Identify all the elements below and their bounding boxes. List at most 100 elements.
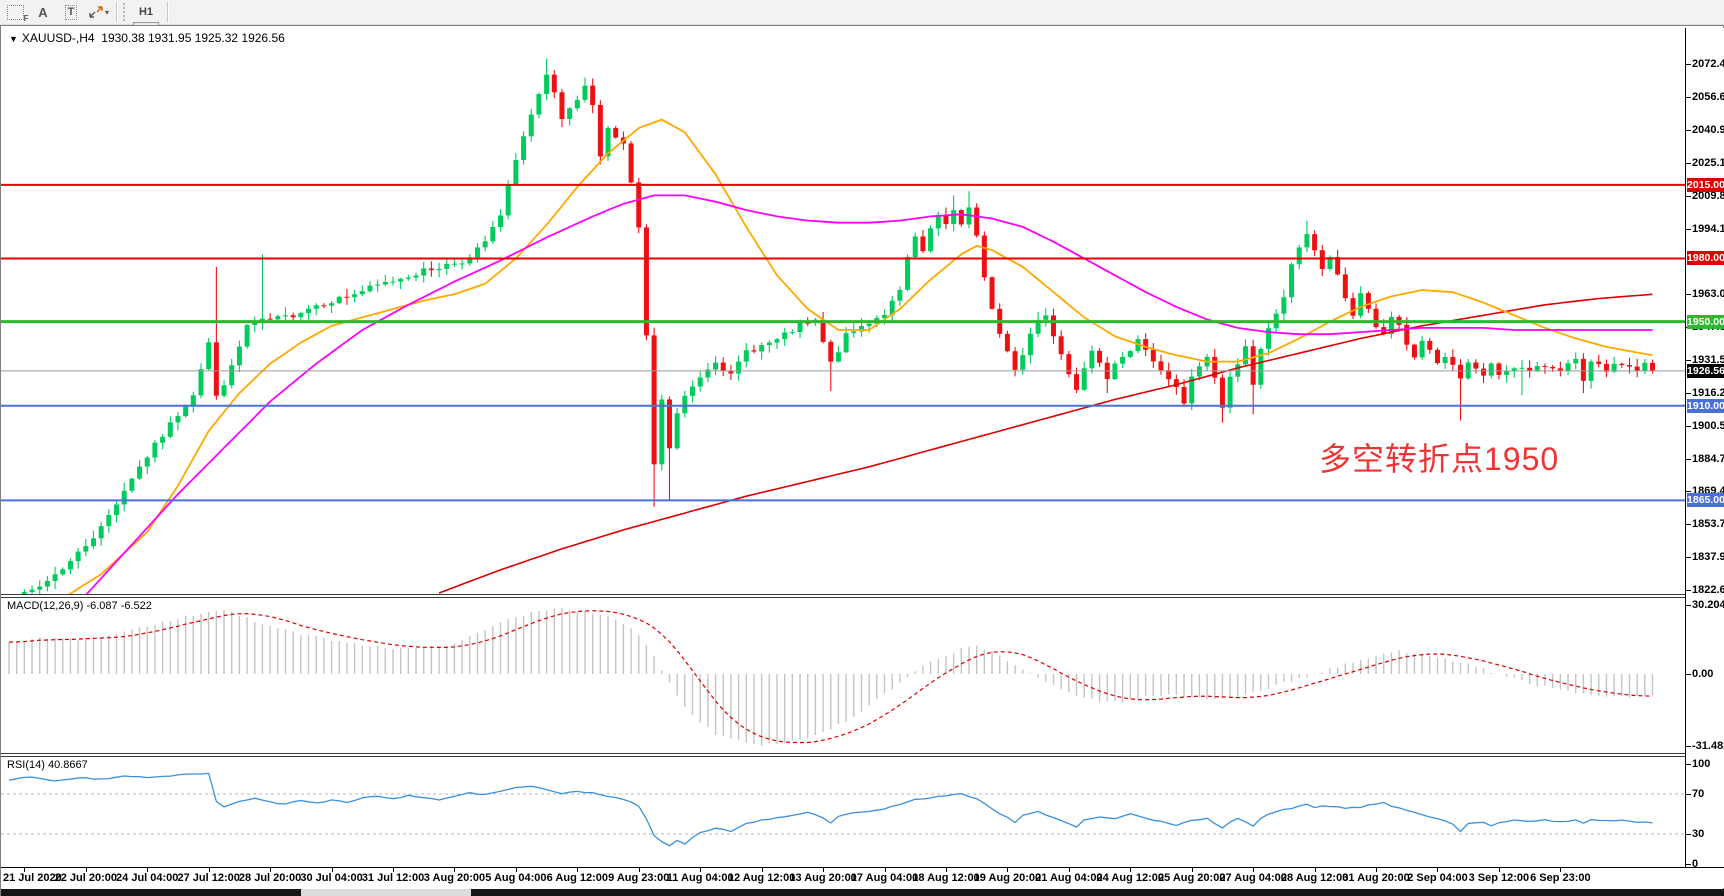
time-axis-label: 31 Aug 20:00 [1342,872,1410,884]
time-axis-tick [331,868,333,872]
fibonacci-tool-icon[interactable]: F [2,2,29,23]
fibonacci-grid-glyph: F [6,4,29,23]
main-chart-canvas[interactable] [1,28,1685,594]
macd-axis-label: 0.00 [1692,668,1714,680]
price-axis-label: 1900.50 [1692,419,1724,432]
time-axis-tick [1068,868,1070,872]
price-axis-tick [1686,557,1691,559]
collapse-arrow-icon[interactable]: ▼ [9,34,18,44]
rsi-axis-tick [1686,834,1691,835]
price-axis-tick [1686,360,1691,362]
price-axis-label: 2025.15 [1692,157,1724,170]
time-axis-label: 31 Jul 12:00 [361,872,425,884]
macd-axis-label: 30.204 [1692,599,1724,611]
price-axis-tick [1686,97,1691,99]
price-badge-1980-00: 1980.00 [1687,251,1724,266]
price-badge-1865-00: 1865.00 [1687,493,1724,508]
time-axis-tick [823,868,825,872]
price-axis-tick [1686,64,1691,66]
price-axis-label: 1916.25 [1692,386,1724,399]
price-axis-label: 1994.10 [1692,222,1724,235]
price-axis-label: 1884.75 [1692,452,1724,465]
price-axis-tick [1686,195,1691,197]
time-axis-tick [393,868,394,872]
time-axis-label: 22 Jul 20:00 [54,872,117,884]
toolbar-separator [116,2,117,22]
price-axis-tick [1686,524,1691,526]
price-axis-tick [1686,392,1691,394]
macd-label: MACD(12,26,9) -6.087 -6.522 [7,600,152,612]
time-axis-tick [24,868,26,872]
time-axis-label: 12 Aug 12:00 [727,872,796,884]
time-axis-label: 13 Aug 20:00 [789,872,857,884]
time-axis-tick [515,868,517,872]
rsi-canvas[interactable] [1,757,1685,867]
macd-canvas[interactable] [1,598,1685,753]
time-axis-tick [1253,868,1255,872]
price-axis-label: 2009.85 [1692,189,1724,202]
chart-window: ▼ XAUUSD-,H4 1930.38 1931.95 1925.32 1926… [0,25,1724,896]
time-axis-label: 3 Sep 12:00 [1468,872,1530,884]
time-axis-tick [1007,868,1009,872]
panel-divider[interactable] [1,753,1724,757]
price-axis[interactable]: 2072.40 2056.65 2040.90 2025.15 2009.85 1994.… [1685,28,1724,887]
chart-header: ▼ XAUUSD-,H4 1930.38 1931.95 1925.32 1926… [9,31,285,45]
time-axis-label: 27 Aug 04:00 [1219,872,1287,884]
text-tool-icon[interactable]: A [30,2,56,22]
price-axis-label: 1931.55 [1692,354,1724,367]
toolbar-separator [167,2,169,22]
timeframe-button-h1[interactable]: H1 [133,2,159,22]
price-axis-label: 2056.65 [1692,91,1724,104]
bottom-strip [1,889,1724,896]
time-axis-label: 2 Sep 04:00 [1407,872,1468,884]
time-axis-tick [270,868,272,872]
time-axis-tick [884,868,886,872]
dropdown-caret-icon[interactable]: ▾ [104,7,109,17]
time-axis-tick [638,868,640,872]
time-axis-tick [1560,868,1562,872]
price-axis-tick [1686,163,1691,165]
time-axis-label: 25 Aug 20:00 [1157,872,1226,884]
price-axis-tick [1686,589,1691,591]
time-axis-label: 17 Aug 04:00 [850,872,919,884]
bottom-strip-segment [301,889,471,896]
price-axis-label: 1822.65 [1692,583,1724,596]
time-axis-label: 3 Aug 20:00 [423,872,486,884]
time-axis-label: 24 Aug 12:00 [1096,872,1164,884]
text-label-glyph: T [64,4,78,20]
time-axis-tick [761,868,763,872]
symbol-label: XAUUSD-,H4 [21,31,95,45]
time-axis-label: 6 Sep 23:00 [1530,872,1591,884]
toolbar-grip[interactable] [123,3,128,21]
text-tool-glyph: A [38,4,48,20]
time-axis-label: 28 Aug 12:00 [1280,872,1349,884]
price-axis-tick [1686,425,1691,427]
price-axis-tick [1686,458,1691,460]
price-axis-label: 2072.40 [1692,58,1724,71]
time-axis-label: 5 Aug 04:00 [485,872,547,884]
time-axis-label: 9 Aug 23:00 [608,872,670,884]
panel-divider[interactable] [1,594,1724,598]
time-axis-label: 6 Aug 12:00 [546,872,608,884]
arrows-tool-icon[interactable]: ▾ [86,2,112,22]
time-axis-label: 21 Aug 04:00 [1035,872,1103,884]
annotation-text: 多空转折点1950 [1319,441,1560,477]
rsi-axis-label: 0 [1692,858,1699,870]
rsi-axis-label: 100 [1692,758,1711,770]
time-axis-tick [454,868,456,872]
price-axis-tick [1686,130,1691,132]
time-axis-tick [1498,868,1500,872]
time-axis[interactable]: 21 Jul 2020 22 Jul 20:00 24 Jul 04:00 27 Ju… [1,867,1724,888]
time-axis-tick [700,868,702,872]
price-axis-label: 2040.90 [1692,124,1724,137]
rsi-axis-label: 30 [1692,828,1705,840]
time-axis-tick [1130,868,1132,872]
text-label-tool-icon[interactable]: T [58,2,84,22]
time-axis-tick [1191,868,1193,872]
macd-axis-tick [1686,605,1691,606]
price-axis-tick [1686,228,1691,230]
rsi-axis-tick [1686,864,1691,865]
time-axis-tick [1376,868,1378,872]
price-badge-1950-00: 1950.00 [1687,314,1724,329]
time-axis-tick [577,868,579,872]
